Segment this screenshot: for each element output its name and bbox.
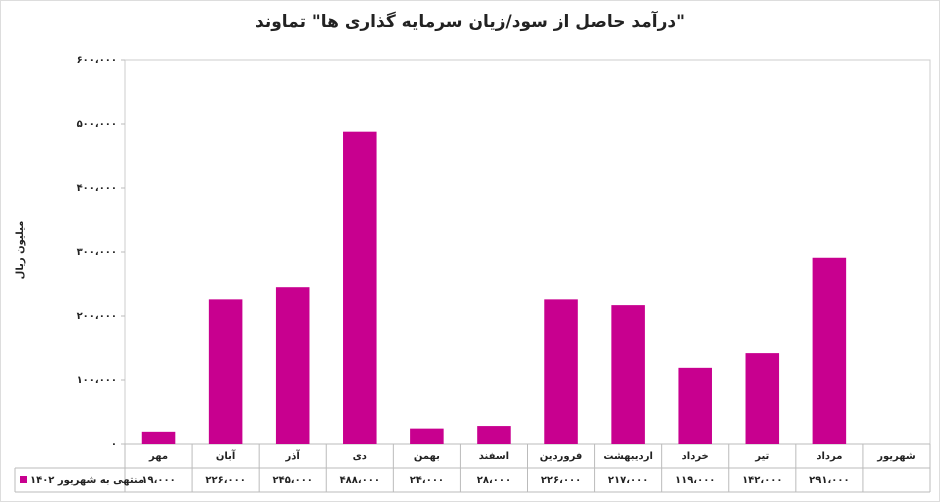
x-tick-label: اردیبهشت <box>603 451 653 462</box>
table-value: ۲۱۷،۰۰۰ <box>608 475 648 486</box>
bar <box>343 131 377 444</box>
y-tick-label: ۴۰۰،۰۰۰ <box>77 183 117 194</box>
table-value: ۲۲۶،۰۰۰ <box>541 475 581 486</box>
table-value: ۲۹۱،۰۰۰ <box>809 475 849 486</box>
table-value: ۱۴۲،۰۰۰ <box>742 475 782 486</box>
y-axis-label: میلیون ریال <box>15 221 26 280</box>
x-tick-label: آذر <box>285 449 301 462</box>
bar <box>544 299 578 444</box>
x-tick-label: مهر <box>148 451 168 462</box>
table-value: ۲۸،۰۰۰ <box>477 475 511 486</box>
x-tick-label: دی <box>353 451 367 462</box>
bar <box>678 367 712 444</box>
table-value: ۲۴،۰۰۰ <box>410 475 444 486</box>
x-tick-label: شهریور <box>876 451 916 462</box>
x-tick-label: خرداد <box>682 451 709 462</box>
y-tick-label: ۶۰۰،۰۰۰ <box>77 55 117 66</box>
bar <box>410 428 444 444</box>
table-value: ۲۲۶،۰۰۰ <box>205 475 245 486</box>
bar <box>208 299 243 444</box>
y-tick-label: ۳۰۰،۰۰۰ <box>77 247 117 258</box>
bar <box>141 431 176 444</box>
y-tick-label: ۱۰۰،۰۰۰ <box>77 375 117 386</box>
bar <box>477 426 511 444</box>
legend-label: منتهی به شهریور ۱۴۰۲ <box>30 475 144 486</box>
bar <box>745 353 780 444</box>
table-value: ۴۸۸،۰۰۰ <box>340 475 380 486</box>
y-tick-label: ۲۰۰،۰۰۰ <box>77 311 117 322</box>
x-tick-label: مرداد <box>816 451 842 462</box>
bar <box>611 305 645 444</box>
x-tick-label: اسفند <box>479 451 509 462</box>
bar <box>812 257 847 444</box>
x-tick-label: بهمن <box>414 451 440 462</box>
x-tick-label: تیر <box>754 451 769 462</box>
table-value: ۲۴۵،۰۰۰ <box>272 475 312 486</box>
x-tick-label: فروردین <box>540 451 583 462</box>
y-tick-label: ۵۰۰،۰۰۰ <box>77 119 117 130</box>
table-value: ۱۱۹،۰۰۰ <box>675 475 715 486</box>
table-value: ۱۹،۰۰۰ <box>141 475 175 486</box>
legend-swatch <box>20 476 27 483</box>
y-tick-label: ۰ <box>111 439 117 450</box>
bar <box>275 287 310 444</box>
chart-title: درآمد حاصل از سود/زیان سرمایه گذاری ها" … <box>255 10 685 32</box>
x-tick-label: آبان <box>216 449 236 462</box>
